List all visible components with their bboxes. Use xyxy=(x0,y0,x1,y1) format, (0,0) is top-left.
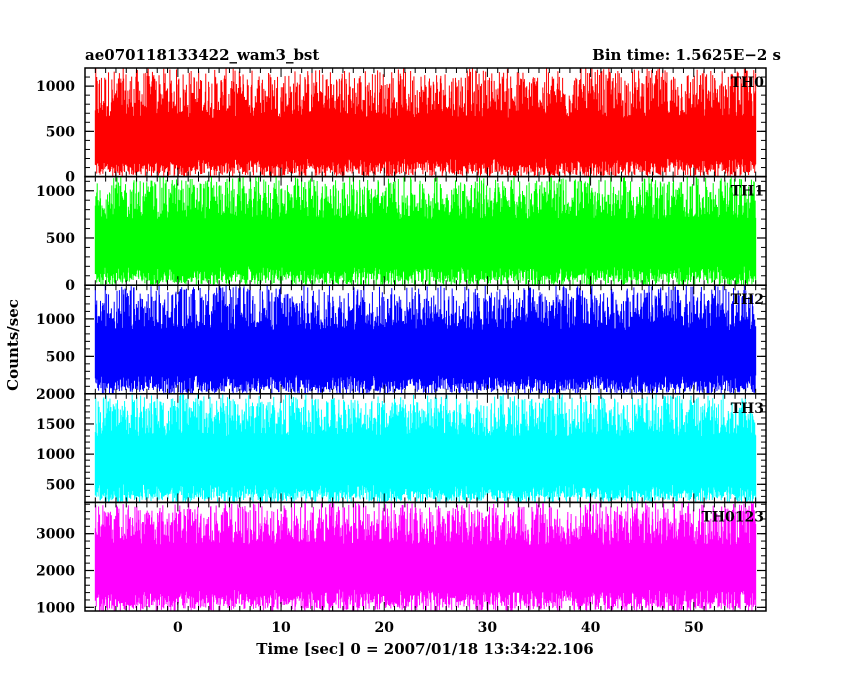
y-tick-label: 2000 xyxy=(36,387,75,403)
x-axis-label: Time [sec] 0 = 2007/01/18 13:34:22.106 xyxy=(256,640,593,658)
y-axis-label: Counts/sec xyxy=(4,299,22,391)
series-th0123-trace xyxy=(94,502,757,611)
chart-title-left: ae070118133422_wam3_bst xyxy=(85,46,319,64)
y-tick-label: 1000 xyxy=(36,79,75,95)
y-tick-label: 1000 xyxy=(36,600,75,616)
series-th0-trace xyxy=(94,68,757,177)
x-tick-label: 20 xyxy=(374,620,394,636)
y-tick-label: 1500 xyxy=(36,417,75,433)
y-tick-label: 1000 xyxy=(36,184,75,200)
series-th1-trace xyxy=(94,176,757,286)
x-tick-label: 0 xyxy=(173,620,183,636)
y-tick-label: 500 xyxy=(46,124,75,140)
panel-th1: 0 500 1000 TH1 xyxy=(36,175,767,294)
panels: 0 500 1000 TH0 0 500 1000 TH1 0 500 1000 TH2 500 1000… xyxy=(36,67,767,616)
panel-th0: 0 500 1000 TH0 xyxy=(36,67,767,186)
x-tick-label: 40 xyxy=(581,620,601,636)
y-tick-label: 500 xyxy=(46,477,75,493)
x-tick-label: 30 xyxy=(478,620,498,636)
panel-th3: 500 1000 1500 2000 TH3 xyxy=(36,387,767,504)
x-tick-labels: 0 10 20 30 40 50 xyxy=(173,620,704,636)
x-tick-label: 50 xyxy=(684,620,704,636)
y-tick-label: 500 xyxy=(46,349,75,365)
panel-th2: 0 500 1000 TH2 xyxy=(36,284,767,403)
series-th3-trace xyxy=(94,393,757,503)
y-tick-label: 1000 xyxy=(36,447,75,463)
y-tick-label: 1000 xyxy=(36,312,75,328)
chart-title-right: Bin time: 1.5625E−2 s xyxy=(592,46,781,64)
panel-th0123: 1000 2000 3000 TH0123 xyxy=(36,501,767,616)
panel-label: TH0 xyxy=(731,75,765,91)
panel-label: TH2 xyxy=(731,292,764,308)
panel-label: TH3 xyxy=(731,401,764,417)
panel-label: TH0123 xyxy=(701,509,764,525)
y-tick-label: 2000 xyxy=(36,564,75,580)
y-tick-label: 500 xyxy=(46,231,75,247)
y-tick-label: 3000 xyxy=(36,527,75,543)
y-tick-label: 0 xyxy=(65,387,75,403)
y-tick-label: 0 xyxy=(65,278,75,294)
x-tick-label: 10 xyxy=(271,620,291,636)
y-tick-label: 0 xyxy=(65,170,75,186)
series-th2-trace xyxy=(94,285,757,394)
panel-label: TH1 xyxy=(731,184,764,200)
